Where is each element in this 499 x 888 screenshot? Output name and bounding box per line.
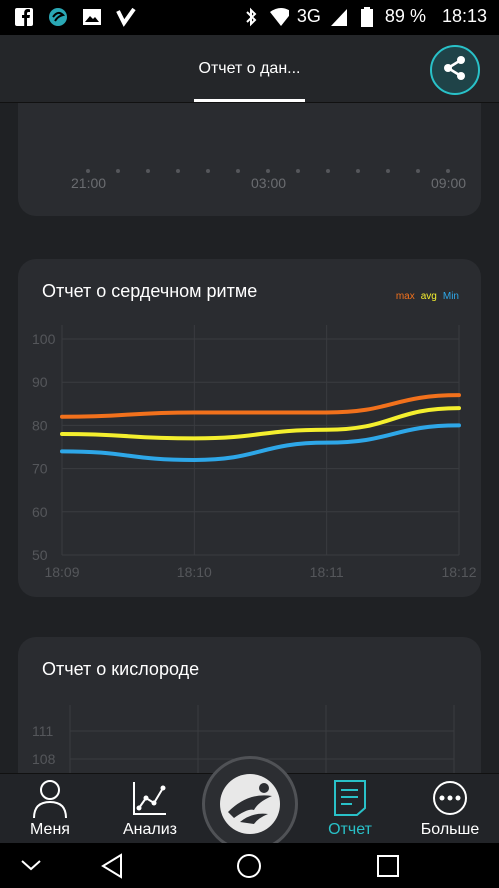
tab-indicator (194, 99, 305, 102)
system-nav-bar (0, 843, 499, 888)
signal-icon (329, 7, 349, 27)
legend-avg: avg (420, 291, 437, 302)
share-icon (442, 55, 468, 86)
series-line-min (60, 423, 461, 462)
image-icon (82, 7, 102, 27)
nav-label: Меня (30, 821, 70, 838)
tab-data-report[interactable]: Отчет о дан... (198, 60, 301, 77)
nav-label: Анализ (122, 821, 177, 838)
logo-icon (218, 772, 282, 841)
share-button[interactable] (430, 45, 480, 95)
clock: 18:13 (441, 6, 487, 26)
x-tick-label: 18:09 (44, 564, 79, 580)
sleep-time-label: 09:00 (431, 175, 467, 191)
recents-icon[interactable] (376, 854, 400, 883)
nav-label: Больше (420, 821, 480, 838)
nav-label: Отчет (328, 821, 372, 838)
y-tick-label: 90 (32, 374, 48, 390)
person-icon (32, 778, 68, 823)
series-line-avg (60, 406, 461, 441)
legend-min: Min (442, 291, 459, 302)
download-check-icon (116, 7, 136, 27)
battery-icon (357, 6, 377, 27)
y-tick-label: 70 (32, 461, 48, 477)
more-icon (431, 778, 469, 823)
oxygen-title: Отчет о кислороде (42, 659, 200, 679)
y-tick-label: 108 (32, 751, 56, 767)
y-tick-label: 80 (32, 417, 48, 433)
sleep-time-label: 03:00 (251, 175, 287, 191)
series-line-max (60, 393, 461, 419)
status-bar: 3G 89 % 18:13 (0, 0, 499, 35)
x-tick-label: 18:12 (441, 564, 476, 580)
app-bar: Отчет о дан... (0, 35, 499, 103)
sleep-card: 21:00 03:00 09:00 (18, 103, 481, 216)
y-tick-label: 50 (32, 547, 48, 563)
bluetooth-icon (241, 7, 261, 27)
heart-rate-card: Отчет о сердечном ритме max avg Min 100 9… (18, 259, 481, 597)
back-icon[interactable] (100, 853, 124, 884)
chart-legend: max avg Min (396, 291, 459, 302)
nav-item-analysis[interactable]: Анализ (100, 774, 200, 844)
legend-max: max (395, 291, 415, 302)
facebook-icon (14, 7, 34, 27)
network-type: 3G (296, 6, 321, 26)
x-tick-label: 18:10 (177, 564, 212, 580)
report-icon (332, 778, 368, 823)
oxygen-card: Отчет о кислороде 111 108 (18, 637, 481, 773)
nav-item-more[interactable]: Больше (400, 774, 499, 844)
y-tick-label: 100 (32, 331, 56, 347)
sleep-time-label: 21:00 (71, 175, 107, 191)
battery-percent: 89 % (384, 6, 426, 26)
center-action-button[interactable] (202, 756, 298, 852)
sleep-timeline (86, 169, 450, 173)
wifi-icon (269, 7, 289, 27)
heart-rate-title: Отчет о сердечном ритме (42, 281, 258, 301)
system-icons: 3G 89 % 18:13 (241, 6, 487, 27)
nav-item-report[interactable]: Отчет (300, 774, 400, 844)
y-tick-label: 111 (32, 723, 53, 739)
app-notification-icon (48, 7, 68, 27)
report-content[interactable]: 21:00 03:00 09:00 Отчет о сердечном ритм… (0, 103, 499, 773)
notification-icons (14, 7, 136, 27)
chevron-down-icon[interactable] (20, 857, 42, 878)
chart-icon (130, 778, 170, 823)
oxygen-chart: 111 108 (32, 705, 455, 773)
x-tick-label: 18:11 (310, 564, 344, 580)
nav-item-me[interactable]: Меня (0, 774, 100, 844)
y-tick-label: 60 (32, 504, 48, 520)
home-icon[interactable] (236, 853, 262, 884)
